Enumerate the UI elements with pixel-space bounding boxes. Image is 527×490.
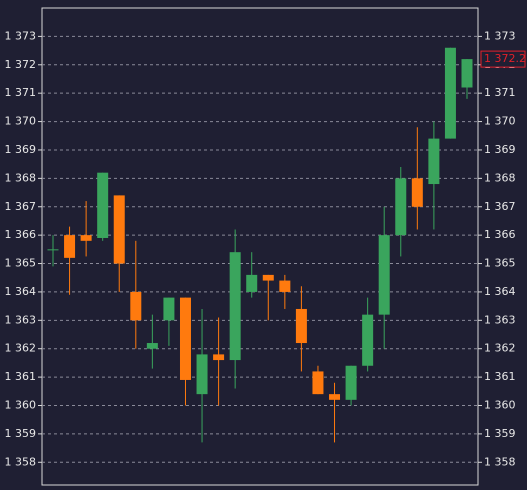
y-tick-label: 1 361 (5, 370, 37, 383)
y-tick-label: 1 360 (5, 399, 37, 412)
y2-tick-label: 1 360 (484, 399, 516, 412)
y-tick-label: 1 366 (5, 228, 37, 241)
candle-body (411, 178, 423, 207)
y-tick-label: 1 367 (5, 200, 37, 213)
candle-body (229, 252, 241, 361)
y2-tick-label: 1 361 (484, 370, 516, 383)
y-tick-label: 1 358 (5, 455, 37, 468)
candle-body (113, 195, 125, 264)
y2-tick-label: 1 373 (484, 29, 516, 42)
candle-body (345, 365, 357, 400)
y2-tick-label: 1 367 (484, 200, 516, 213)
y-tick-label: 1 370 (5, 115, 37, 128)
y2-tick-label: 1 368 (484, 171, 516, 184)
candle-body (179, 297, 191, 380)
y2-tick-label: 1 362 (484, 342, 516, 355)
candle-body (312, 371, 324, 395)
y2-tick-label: 1 364 (484, 285, 516, 298)
y2-tick-label: 1 371 (484, 86, 516, 99)
y2-tick-label: 1 369 (484, 143, 516, 156)
y2-tick-label: 1 366 (484, 228, 516, 241)
plot-frame (41, 7, 479, 486)
candle-body (362, 314, 374, 366)
last-price-label: 1 372.2 (484, 52, 526, 65)
candle-body (246, 274, 258, 292)
candle-body (64, 235, 76, 258)
y-tick-label: 1 372 (5, 58, 37, 71)
y-tick-label: 1 364 (5, 285, 37, 298)
candle-body (196, 354, 208, 395)
candle-body (378, 235, 390, 315)
candle-body (329, 394, 341, 400)
candle-body (428, 138, 440, 185)
candle-body (80, 235, 92, 241)
candle-body (97, 172, 109, 238)
candle-body (213, 354, 225, 361)
candle-body (395, 178, 407, 236)
y-tick-label: 1 373 (5, 29, 37, 42)
y2-tick-label: 1 358 (484, 455, 516, 468)
y2-tick-label: 1 370 (484, 115, 516, 128)
y2-tick-label: 1 359 (484, 427, 516, 440)
candle-body (130, 291, 142, 321)
candle-body (461, 59, 473, 88)
candle-body (146, 343, 158, 349)
candle-body (262, 274, 274, 281)
candle-body (295, 308, 307, 344)
y-tick-label: 1 368 (5, 171, 37, 184)
y-tick-label: 1 369 (5, 143, 37, 156)
y-tick-label: 1 362 (5, 342, 37, 355)
y2-tick-label: 1 363 (484, 313, 516, 326)
candle-body (279, 280, 291, 292)
y-tick-label: 1 363 (5, 313, 37, 326)
y-tick-label: 1 359 (5, 427, 37, 440)
candle-body (444, 47, 456, 139)
candle-body (47, 249, 59, 251)
last-price-box (480, 50, 526, 68)
y-tick-label: 1 365 (5, 257, 37, 270)
y2-tick-label: 1 365 (484, 257, 516, 270)
y-tick-label: 1 371 (5, 86, 37, 99)
candle-body (163, 297, 175, 321)
